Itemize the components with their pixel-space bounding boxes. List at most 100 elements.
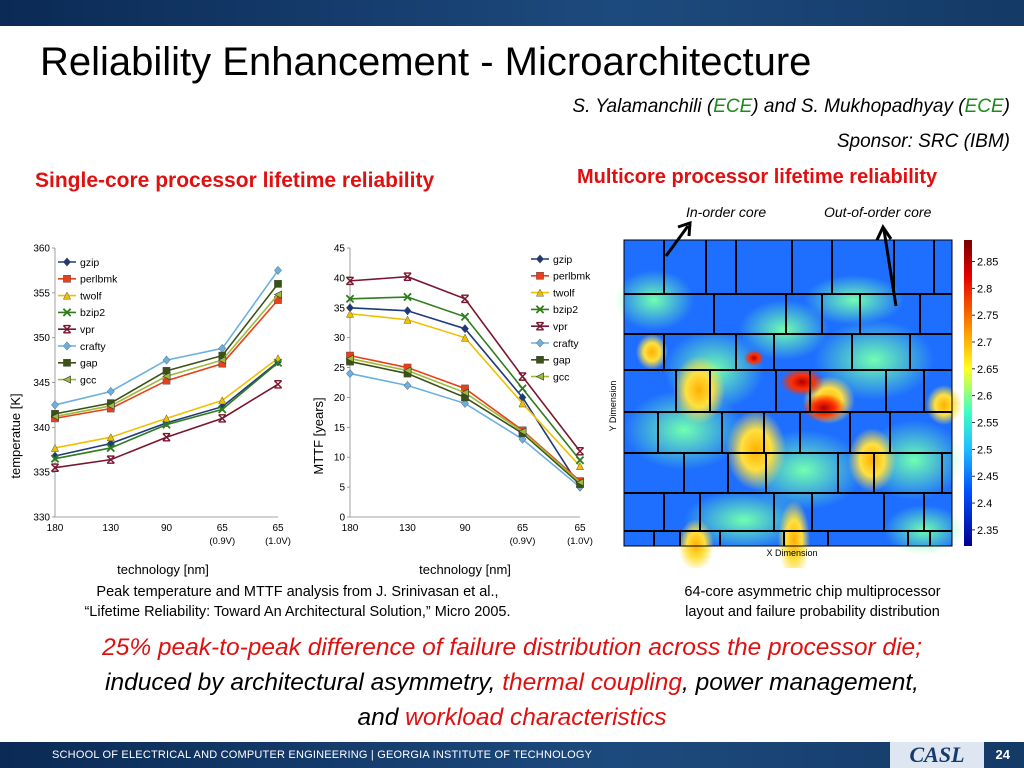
mttf-point-twolf — [345, 309, 355, 318]
mttf-legend-marker-vpr — [535, 321, 545, 331]
temp-legend-marker-gap — [63, 358, 71, 367]
mttf-xtick-label: 130 — [399, 523, 416, 534]
finding-text-3: and — [357, 704, 406, 731]
temp-legend-label-crafty: crafty — [80, 341, 106, 353]
authors-line: S. Yalamanchili (ECE) and S. Mukhopadhya… — [572, 96, 1010, 118]
mttf-legend: gzip perlbmk twolf bzip2 vpr crafty gap gcc — [531, 254, 591, 383]
colorbar-tick-label: 2.4 — [977, 498, 992, 510]
colorbar-ticks: 2.85 2.8 2.75 2.7 2.65 2.6 2.55 2.5 2.45 2.4 2.35 — [972, 256, 998, 537]
right-caption-line-1: 64-core asymmetric chip multiprocessor — [684, 584, 941, 600]
failure-heatmap: 2.852.82.752.72.652.62.552.52.452.42.35 … — [608, 220, 998, 568]
heatmap-xlabel: X Dimension — [766, 548, 817, 558]
mttf-point-bzip2 — [460, 312, 470, 321]
mttf-point-gcc — [403, 366, 412, 375]
colorbar-tick-label: 2.8 — [977, 283, 992, 295]
temp-point-gcc — [162, 372, 171, 381]
mttf-legend-label-gap: gap — [553, 355, 571, 367]
mttf-series-vpr — [345, 272, 585, 456]
temp-point-crafty — [106, 386, 115, 396]
temp-legend-label-bzip2: bzip2 — [80, 307, 105, 319]
single-core-heading: Single-core processor lifetime reliabili… — [35, 169, 435, 192]
mttf-legend-label-crafty: crafty — [553, 338, 579, 350]
slide-title: Reliability Enhancement - Microarchitect… — [40, 40, 812, 84]
colorbar-tick-label: 2.45 — [977, 471, 998, 483]
temp-xtick-label: 130 — [102, 523, 119, 534]
inorder-label: In-order core — [686, 204, 767, 220]
mttf-legend-label-gcc: gcc — [553, 371, 569, 383]
mttf-point-twolf — [460, 333, 470, 342]
mttf-xtick-label: 90 — [459, 523, 471, 534]
mttf-ytick-label: 25 — [334, 363, 346, 374]
top-bar — [0, 0, 1024, 26]
mttf-xtick-label: 65 — [574, 523, 586, 534]
core-layout-grid — [623, 239, 953, 547]
temp-point-crafty — [51, 400, 59, 410]
mttf-point-crafty — [346, 369, 354, 379]
mttf-ytick-label: 35 — [334, 303, 346, 314]
temp-xtick-sublabel: (1.0V) — [265, 536, 291, 547]
mttf-ytick-label: 45 — [334, 244, 346, 255]
temp-point-gcc — [50, 412, 59, 421]
finding-text-2: , power management, — [681, 669, 919, 696]
mttf-xtick-label: 180 — [342, 523, 359, 534]
mttf-point-gzip — [403, 306, 412, 316]
temp-point-gap — [274, 280, 282, 288]
mttf-point-bzip2 — [518, 384, 527, 393]
temp-point-twolf — [106, 433, 115, 442]
mttf-series-twolf — [345, 309, 585, 471]
temp-ytick-label: 330 — [33, 513, 50, 524]
finding-workload: workload characteristics — [405, 704, 667, 731]
heat-blob-warm — [848, 428, 896, 492]
temp-xtick-label: 65 — [217, 523, 229, 534]
mttf-ytick-label: 20 — [334, 393, 346, 404]
right-caption-line-2: layout and failure probability distribut… — [685, 604, 940, 620]
heat-blob-cyan — [804, 275, 904, 325]
finding-thermal: thermal coupling — [502, 669, 682, 696]
colorbar-tick-label: 2.65 — [977, 364, 998, 376]
temp-point-twolf — [162, 414, 171, 423]
mttf-point-vpr — [575, 446, 585, 456]
mttf-ytick-label: 10 — [334, 453, 346, 464]
finding-line-1: 25% peak-to-peak difference of failure d… — [102, 634, 922, 661]
page-number: 24 — [995, 747, 1010, 762]
temp-xtick-label: 180 — [47, 523, 64, 534]
heatmap-ylabel: Y Dimension — [608, 381, 618, 432]
key-finding: 25% peak-to-peak difference of failure d… — [0, 630, 1024, 735]
casl-logo: CASL — [909, 742, 965, 767]
mttf-xtick-sublabel: (1.0V) — [567, 536, 593, 547]
mttf-point-bzip2 — [345, 294, 355, 304]
mttf-point-gcc — [518, 427, 527, 436]
temp-legend-marker-vpr — [62, 324, 72, 334]
mttf-legend-marker-crafty — [536, 338, 544, 348]
colorbar-tick-label: 2.7 — [977, 337, 992, 349]
heat-blob-warm — [926, 385, 962, 425]
mttf-legend-marker-twolf — [535, 288, 545, 297]
colorbar-tick-label: 2.5 — [977, 444, 992, 456]
temp-point-gcc — [106, 401, 115, 410]
mttf-point-bzip2 — [403, 292, 412, 302]
mttf-legend-marker-gap — [536, 355, 544, 364]
temp-point-bzip2 — [273, 358, 283, 368]
temp-point-bzip2 — [106, 443, 115, 453]
dept-2: ECE — [964, 96, 1004, 117]
mttf-ylabel: MTTF [years] — [311, 397, 326, 474]
mttf-legend-label-bzip2: bzip2 — [553, 304, 578, 316]
heat-blob-cyan — [614, 270, 694, 330]
temp-legend-label-gcc: gcc — [80, 374, 96, 386]
mttf-series-bzip2 — [345, 292, 585, 465]
temp-series-crafty — [51, 265, 282, 410]
temp-legend-marker-twolf — [62, 291, 72, 300]
temp-point-bzip2 — [162, 420, 171, 429]
mttf-point-vpr — [518, 372, 527, 381]
arrow-inorder — [664, 220, 692, 257]
temp-point-bzip2 — [218, 405, 227, 414]
dept-1: ECE — [713, 96, 753, 117]
left-caption-line-1: Peak temperature and MTTF analysis from … — [96, 584, 499, 600]
colorbar-tick-label: 2.55 — [977, 418, 998, 430]
heat-blob-warm — [636, 334, 668, 370]
mttf-legend-marker-gzip — [536, 254, 544, 264]
mttf-ytick-label: 5 — [339, 483, 345, 494]
mttf-point-twolf — [403, 315, 412, 324]
temp-legend-marker-gzip — [63, 257, 71, 267]
authors-text-1: S. Yalamanchili ( — [572, 96, 714, 117]
